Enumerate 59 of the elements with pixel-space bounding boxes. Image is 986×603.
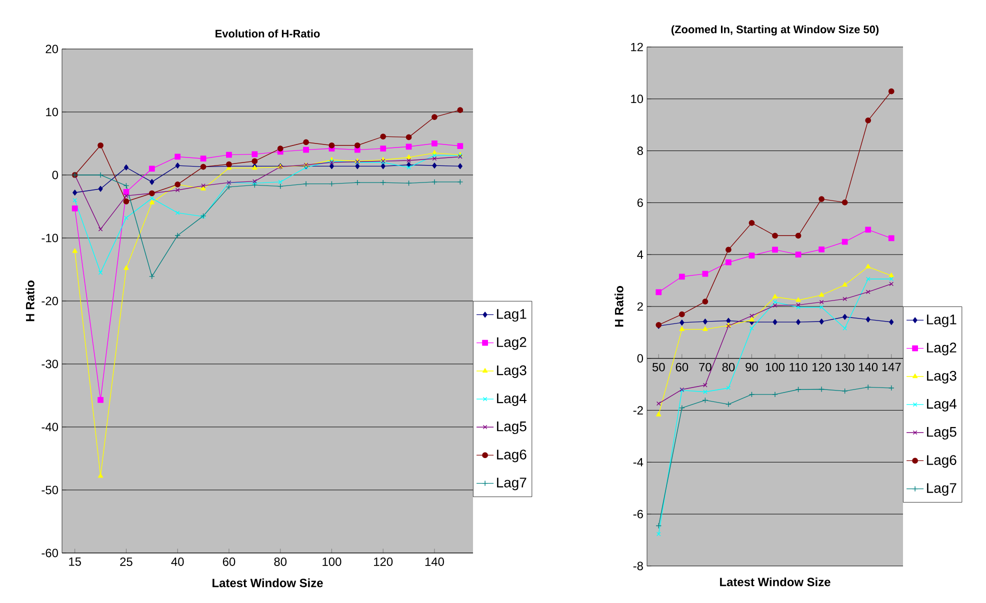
y-tick-label: 2: [637, 302, 643, 311]
y-tick-label: 10: [46, 108, 58, 116]
y-tick-label: -2: [633, 406, 643, 414]
x-tick-label: 140: [425, 558, 444, 566]
chart-title: Evolution of H-Ratio: [216, 29, 320, 38]
legend-label: Lag4: [927, 399, 957, 412]
x-tick-label: 120: [812, 362, 832, 372]
y-tick-label: -60: [42, 548, 58, 558]
legend-label: Lag3: [497, 365, 526, 378]
y-tick-label: 12: [631, 42, 643, 52]
x-tick-label: 147: [882, 362, 901, 372]
y-axis-title: H Ratio: [26, 280, 34, 322]
legend-label: Lag1: [927, 314, 956, 328]
y-tick-label: -6: [633, 510, 643, 518]
legend-label: Lag5: [927, 427, 956, 440]
x-tick-label: 110: [790, 362, 808, 372]
y-tick-label: -20: [42, 296, 58, 306]
chart-title: (Zoomed In, Starting at Window Size 50): [671, 25, 879, 36]
x-tick-label: 25: [120, 558, 132, 566]
x-tick-label: 15: [69, 558, 81, 566]
y-tick-label: -40: [42, 422, 58, 432]
y-tick-label: 0: [52, 170, 58, 180]
y-tick-label: -50: [42, 486, 58, 494]
x-tick-label: 120: [374, 558, 393, 566]
legend-label: Lag5: [497, 422, 526, 434]
x-tick-label: 100: [766, 362, 785, 372]
x-tick-label: 40: [171, 558, 184, 566]
y-tick-label: 20: [46, 44, 58, 54]
x-tick-label: 50: [652, 362, 665, 372]
y-tick-label: -4: [633, 458, 644, 466]
y-tick-label: 8: [637, 146, 643, 156]
x-tick-label: 60: [222, 558, 236, 566]
x-tick-label: 90: [746, 362, 758, 372]
legend-label: Lag6: [927, 455, 956, 468]
legend-label: Lag3: [927, 370, 956, 384]
x-tick-label: 140: [859, 362, 878, 372]
x-tick-label: 130: [836, 362, 854, 372]
legend-label: Lag2: [927, 342, 956, 356]
x-tick-label: 70: [699, 362, 712, 372]
x-tick-label: 60: [676, 362, 688, 372]
y-tick-label: 6: [637, 198, 643, 207]
x-tick-label: 100: [322, 558, 342, 566]
legend-label: Lag6: [497, 450, 526, 462]
legend-label: Lag2: [497, 337, 526, 350]
x-tick-label: 80: [274, 558, 287, 566]
x-axis-title: Latest Window Size: [212, 578, 323, 588]
y-tick-label: -30: [42, 360, 58, 368]
y-tick-label: 4: [637, 250, 644, 259]
y-tick-label: -10: [42, 234, 58, 242]
y-tick-label: 0: [637, 354, 644, 363]
y-tick-label: 10: [631, 94, 644, 104]
legend-label: Lag4: [497, 394, 526, 406]
y-tick-label: -8: [633, 562, 643, 570]
x-axis-title: Latest Window Size: [720, 577, 830, 586]
legend-label: Lag7: [927, 483, 956, 496]
legend-label: Lag1: [497, 309, 526, 322]
x-tick-label: 80: [722, 362, 735, 372]
y-axis-title: H Ratio: [614, 286, 624, 327]
legend-label: Lag7: [497, 478, 526, 490]
